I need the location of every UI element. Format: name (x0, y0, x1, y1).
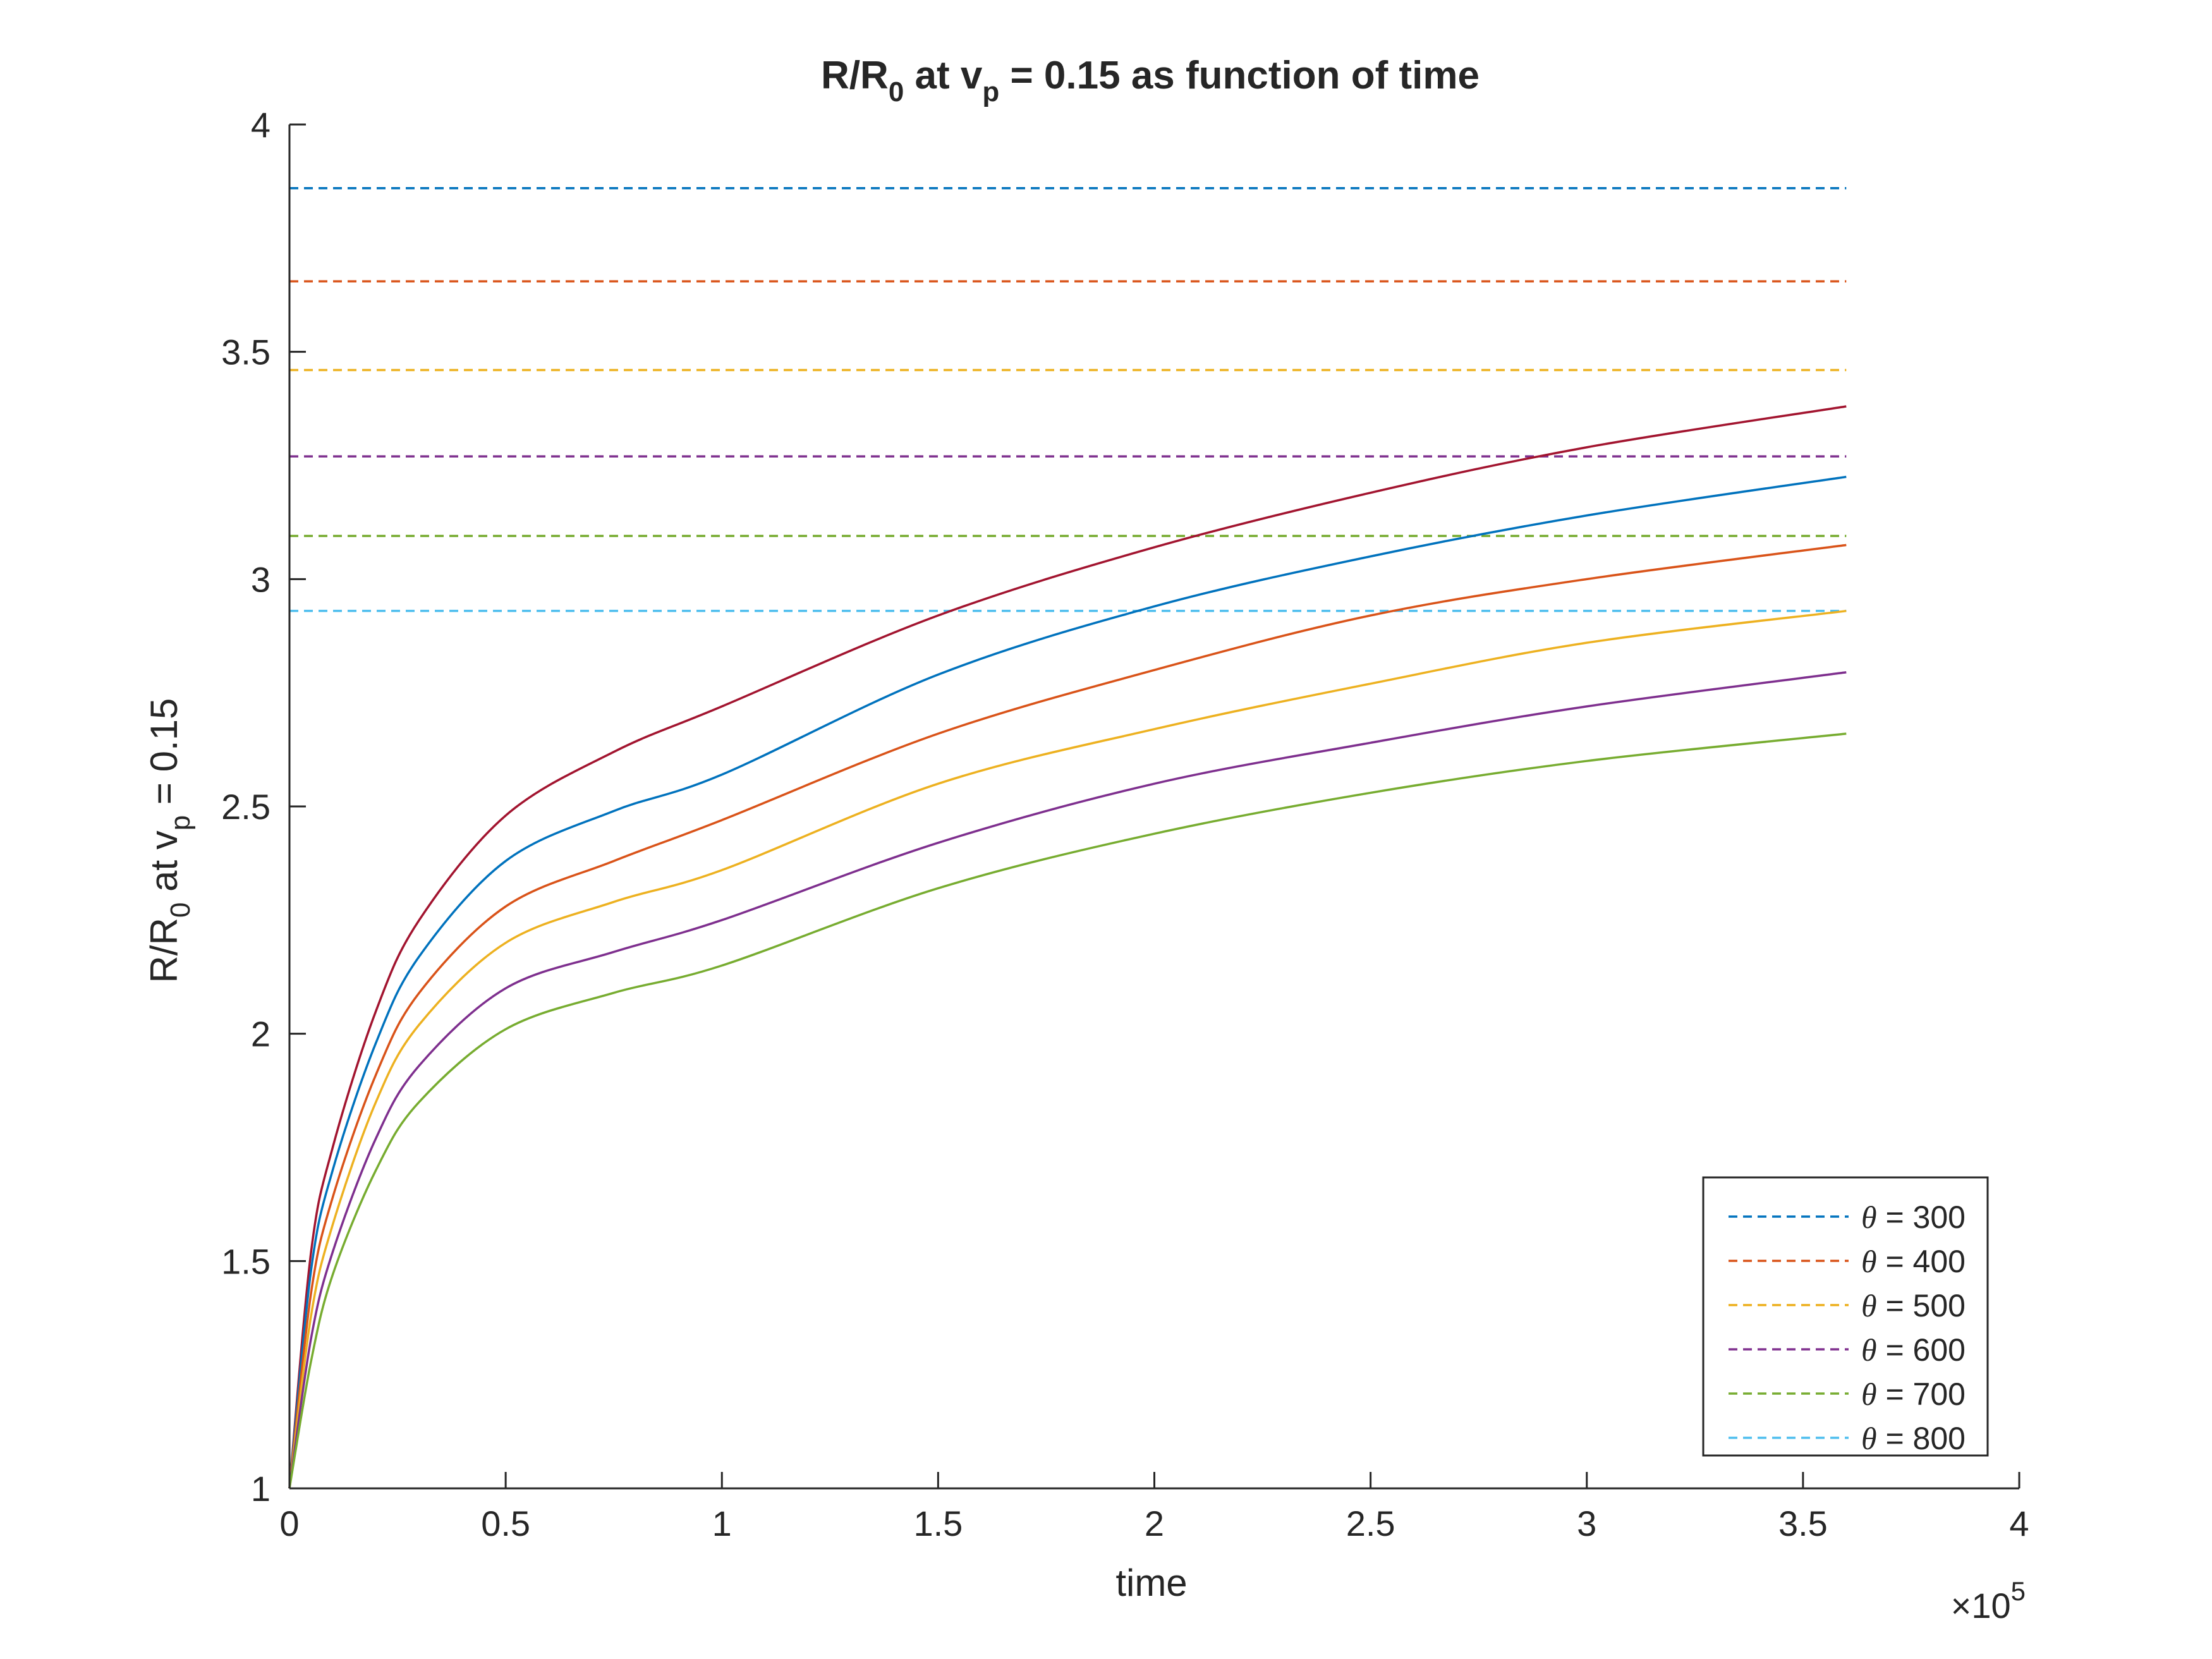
x-tick-label: 1 (712, 1504, 732, 1543)
y-tick-label: 4 (251, 105, 270, 145)
x-tick-label: 2 (1145, 1504, 1164, 1543)
y-tick-label: 2.5 (221, 787, 270, 827)
solid-series-line (288, 475, 1847, 1489)
y-tick-label: 2 (251, 1014, 270, 1054)
solid-series-line (288, 405, 1847, 1489)
x-tick-label: 3 (1577, 1504, 1596, 1543)
x-tick-label: 0 (279, 1504, 299, 1543)
chart-title: R/R0 at vp = 0.15 as function of time (821, 54, 1480, 107)
y-tick-label: 1.5 (221, 1241, 270, 1281)
y-tick-label: 3.5 (221, 332, 270, 372)
legend-items: θ = 300 θ = 400 θ = 500 θ = 600 θ = 700 θ = 8… (1729, 1200, 1966, 1456)
legend-label: θ = 400 (1861, 1244, 1966, 1279)
solid-series-line (288, 671, 1847, 1489)
y-tick-label: 3 (251, 559, 270, 599)
plot-area: 0 0.5 1 1.5 2 2.5 3 3.5 4 1 1.5 2 2.5 3 3.5 4 (221, 105, 2029, 1543)
x-tick-label: 4 (2009, 1504, 2029, 1543)
x-tick-label: 0.5 (481, 1504, 530, 1543)
x-tick-label: 2.5 (1346, 1504, 1395, 1543)
legend-label: θ = 800 (1861, 1421, 1966, 1456)
solid-series-line (288, 544, 1847, 1489)
solid-series-line (288, 609, 1847, 1489)
y-axis-label: R/R0 at vp = 0.15 (143, 698, 196, 983)
y-tick-label: 1 (251, 1469, 270, 1509)
x-tick-label: 1.5 (913, 1504, 963, 1543)
legend: θ = 300 θ = 400 θ = 500 θ = 600 θ = 700 θ = 8… (1702, 1176, 1989, 1457)
series-layer (288, 186, 1847, 1489)
x-tick-label: 3.5 (1778, 1504, 1828, 1543)
x-axis-exponent: ×105 (1951, 1576, 2026, 1626)
legend-label: θ = 300 (1861, 1200, 1966, 1235)
solid-series-line (288, 732, 1847, 1489)
axes-layer: 0 0.5 1 1.5 2 2.5 3 3.5 4 1 1.5 2 2.5 3 3.5 4 (221, 105, 2029, 1543)
legend-box (1702, 1176, 1989, 1457)
x-axis-label: time (1115, 1562, 1187, 1604)
legend-label: θ = 600 (1861, 1332, 1966, 1368)
legend-label: θ = 500 (1861, 1288, 1966, 1323)
legend-label: θ = 700 (1861, 1376, 1966, 1412)
